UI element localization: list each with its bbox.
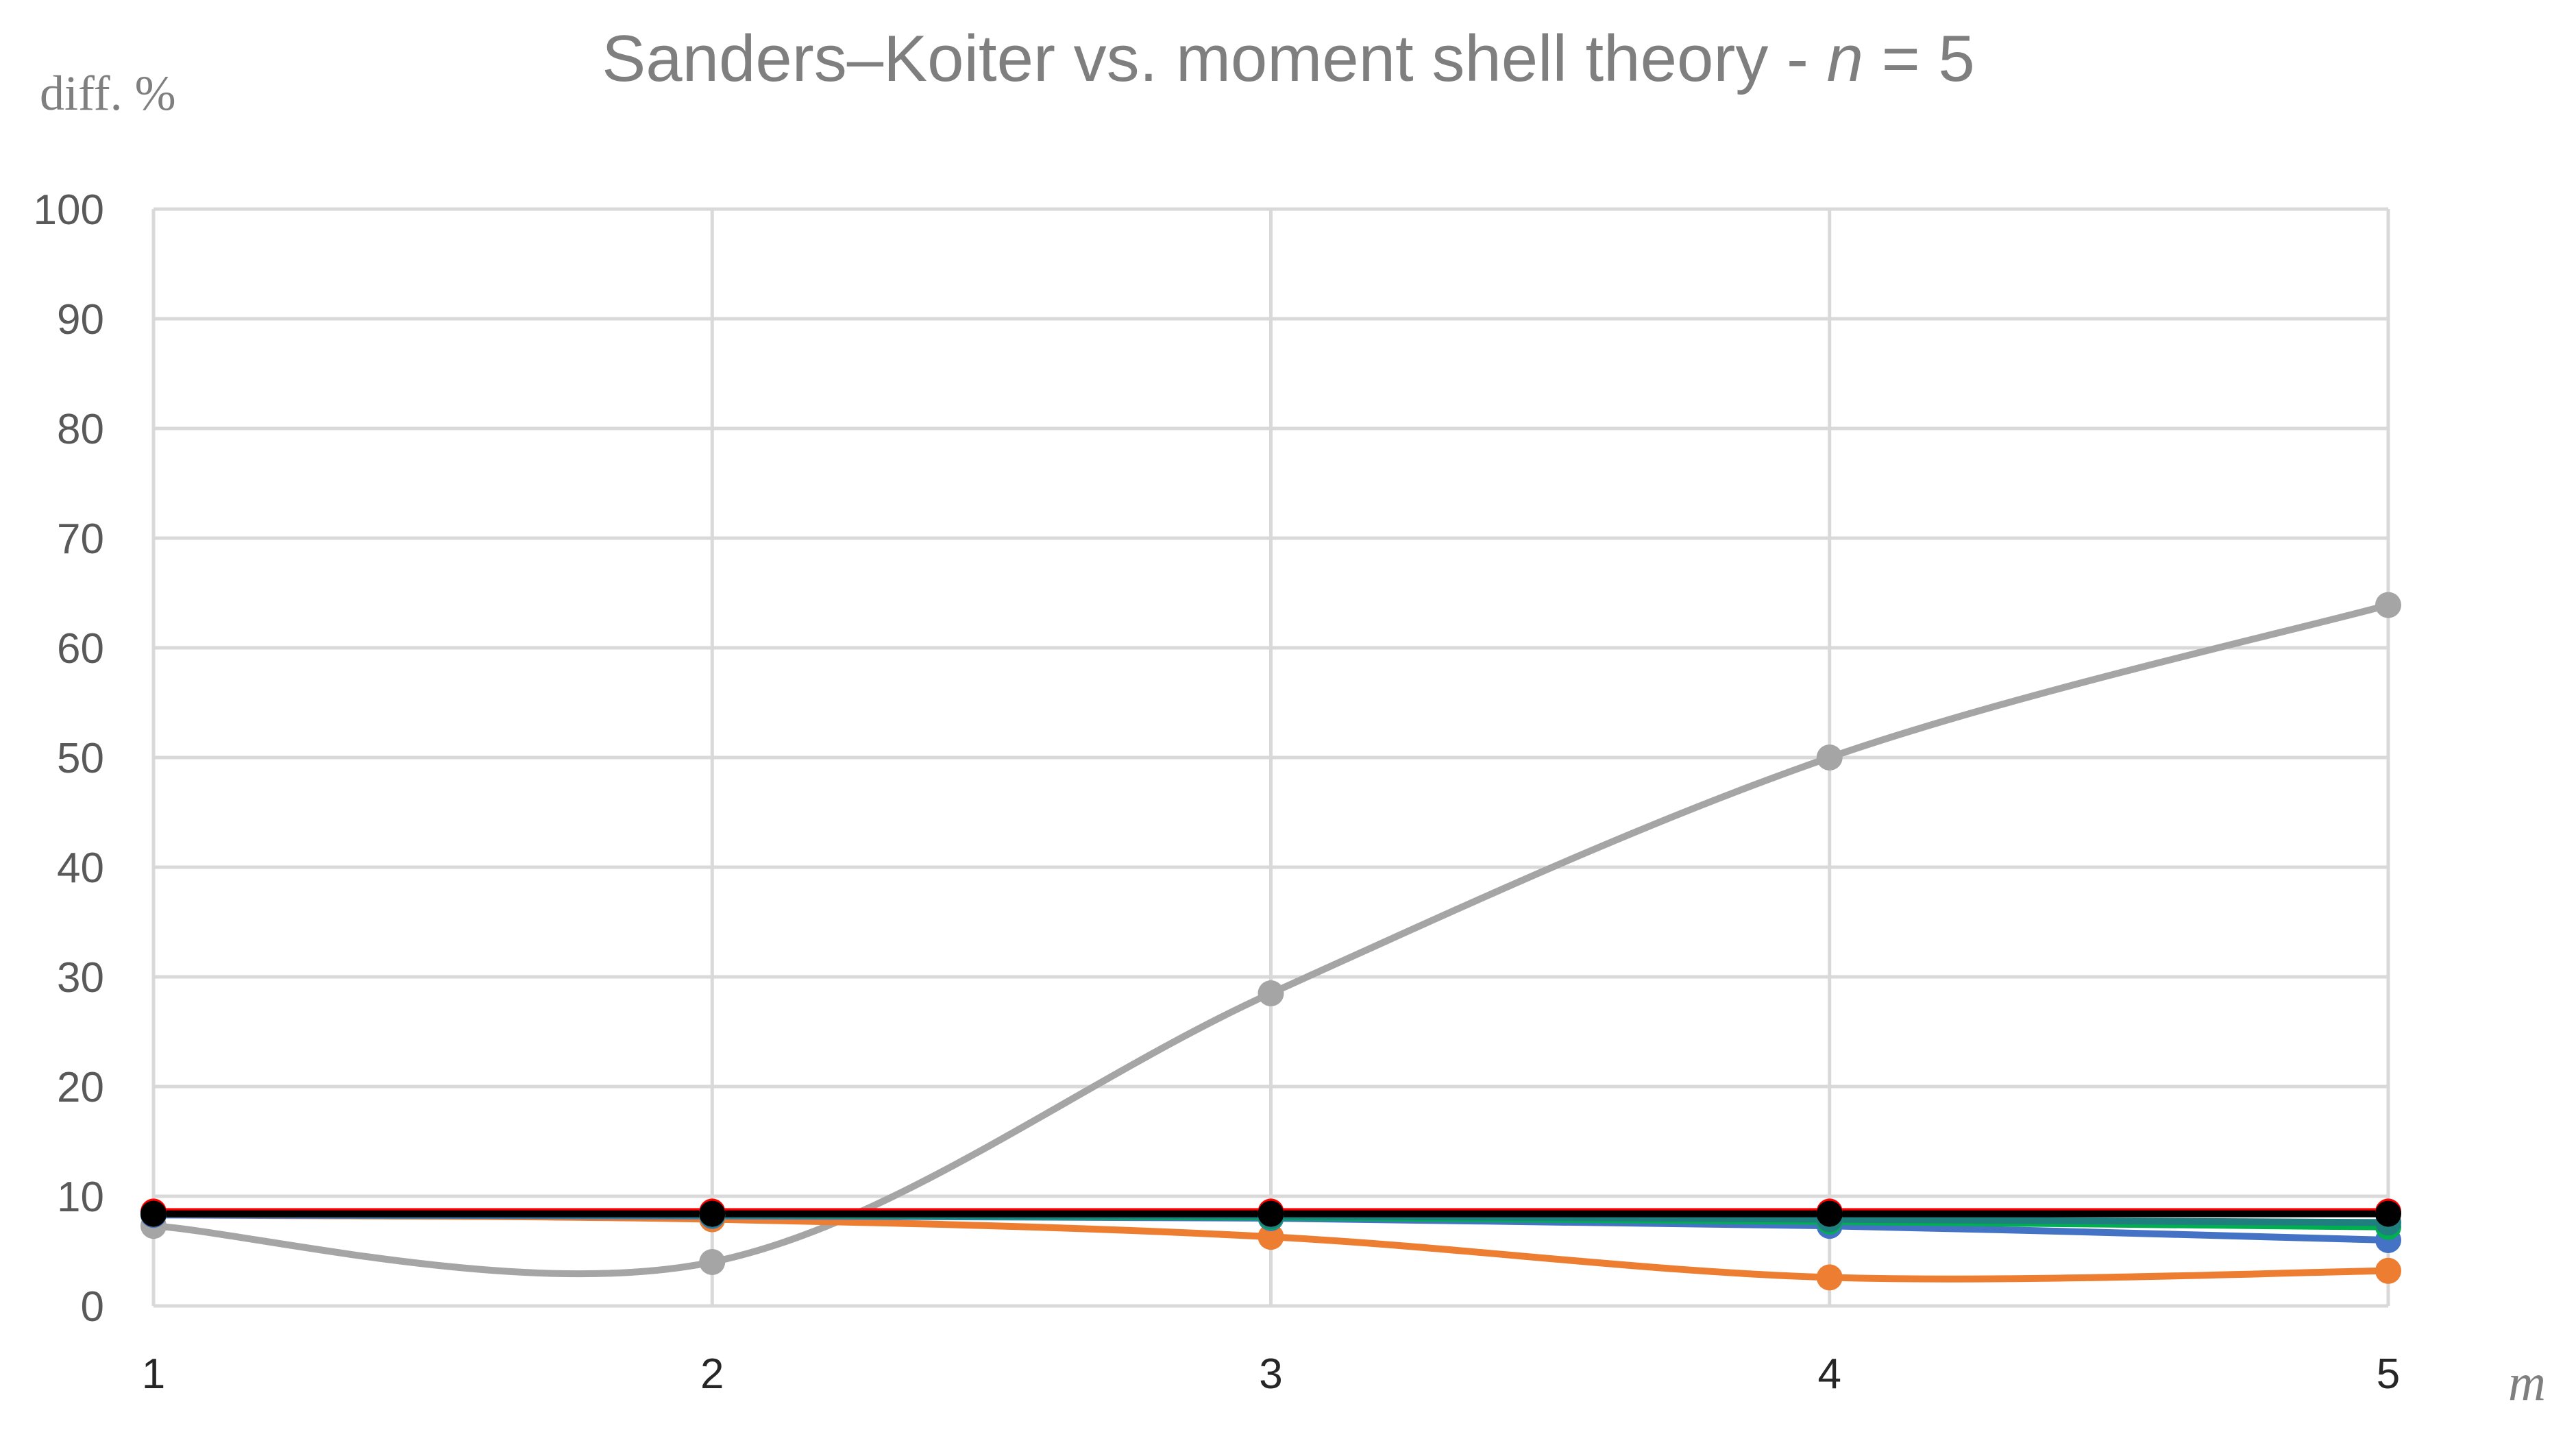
chart-title: Sanders–Koiter vs. moment shell theory -… — [602, 22, 1975, 95]
data-point-series-1 — [1258, 980, 1284, 1006]
data-point-series-7 — [699, 1200, 726, 1227]
tick-labels: 0 10 20 30 40 50 60 70 80 90 100 1 2 3 4 5 — [34, 186, 2401, 1398]
y-tick-label: 40 — [57, 845, 104, 892]
chart-title-variable: n — [1827, 22, 1863, 95]
x-tick-label: 3 — [1259, 1350, 1282, 1398]
chart-title-tail: = 5 — [1863, 22, 1975, 95]
data-point-series-2 — [1258, 1224, 1284, 1250]
x-tick-label: 4 — [1818, 1350, 1841, 1398]
y-tick-label: 60 — [57, 625, 104, 672]
y-tick-label: 10 — [57, 1174, 104, 1221]
x-axis-label: m — [2508, 1354, 2546, 1411]
data-point-series-7 — [1258, 1200, 1284, 1227]
y-tick-label: 30 — [57, 954, 104, 1002]
y-tick-label: 80 — [57, 406, 104, 453]
chart-title-main: Sanders–Koiter vs. moment shell theory - — [602, 22, 1826, 95]
y-tick-label: 100 — [34, 186, 104, 234]
data-point-series-7 — [140, 1200, 167, 1227]
x-tick-label: 2 — [700, 1350, 724, 1398]
data-point-series-7 — [2375, 1200, 2401, 1227]
y-tick-label: 90 — [57, 296, 104, 343]
y-axis-label: diff. % — [40, 66, 176, 121]
data-point-series-2 — [2375, 1257, 2401, 1284]
data-points — [140, 592, 2401, 1291]
data-point-series-2 — [1816, 1264, 1843, 1291]
x-tick-label: 5 — [2377, 1350, 2400, 1398]
y-tick-label: 20 — [57, 1064, 104, 1111]
data-point-series-1 — [2375, 592, 2401, 618]
grid — [151, 207, 2390, 1308]
y-tick-label: 50 — [57, 735, 104, 782]
data-point-series-1 — [699, 1249, 726, 1275]
y-tick-label: 0 — [81, 1283, 104, 1331]
x-tick-label: 1 — [142, 1350, 165, 1398]
data-point-series-1 — [1816, 744, 1843, 771]
data-point-series-7 — [1816, 1200, 1843, 1227]
y-tick-label: 70 — [57, 516, 104, 563]
